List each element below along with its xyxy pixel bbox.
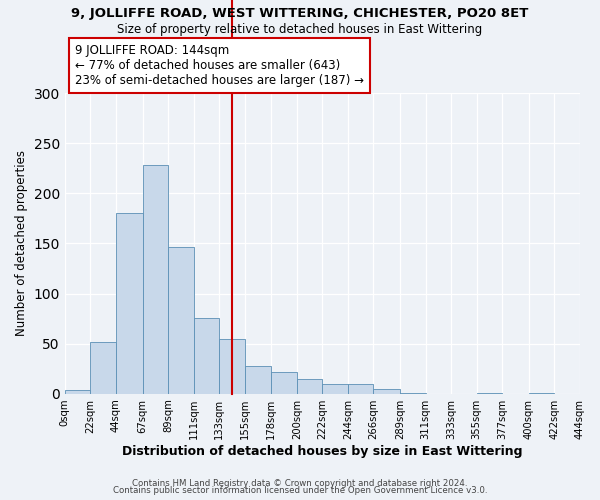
Bar bbox=[168, 248, 194, 394]
Bar bbox=[322, 384, 348, 394]
Bar bbox=[91, 342, 116, 394]
Bar bbox=[529, 392, 554, 394]
Bar bbox=[143, 166, 168, 394]
Bar bbox=[400, 392, 425, 394]
Text: 9, JOLLIFFE ROAD, WEST WITTERING, CHICHESTER, PO20 8ET: 9, JOLLIFFE ROAD, WEST WITTERING, CHICHE… bbox=[71, 8, 529, 20]
Bar bbox=[297, 378, 322, 394]
Bar bbox=[348, 384, 373, 394]
Bar bbox=[271, 372, 297, 394]
Bar bbox=[116, 214, 143, 394]
Y-axis label: Number of detached properties: Number of detached properties bbox=[15, 150, 28, 336]
Bar bbox=[194, 318, 219, 394]
Bar bbox=[65, 390, 91, 394]
Bar bbox=[219, 338, 245, 394]
Bar bbox=[477, 392, 502, 394]
Bar bbox=[245, 366, 271, 394]
X-axis label: Distribution of detached houses by size in East Wittering: Distribution of detached houses by size … bbox=[122, 444, 523, 458]
Text: Contains public sector information licensed under the Open Government Licence v3: Contains public sector information licen… bbox=[113, 486, 487, 495]
Text: 9 JOLLIFFE ROAD: 144sqm
← 77% of detached houses are smaller (643)
23% of semi-d: 9 JOLLIFFE ROAD: 144sqm ← 77% of detache… bbox=[75, 44, 364, 87]
Text: Size of property relative to detached houses in East Wittering: Size of property relative to detached ho… bbox=[118, 22, 482, 36]
Text: Contains HM Land Registry data © Crown copyright and database right 2024.: Contains HM Land Registry data © Crown c… bbox=[132, 478, 468, 488]
Bar bbox=[373, 388, 400, 394]
